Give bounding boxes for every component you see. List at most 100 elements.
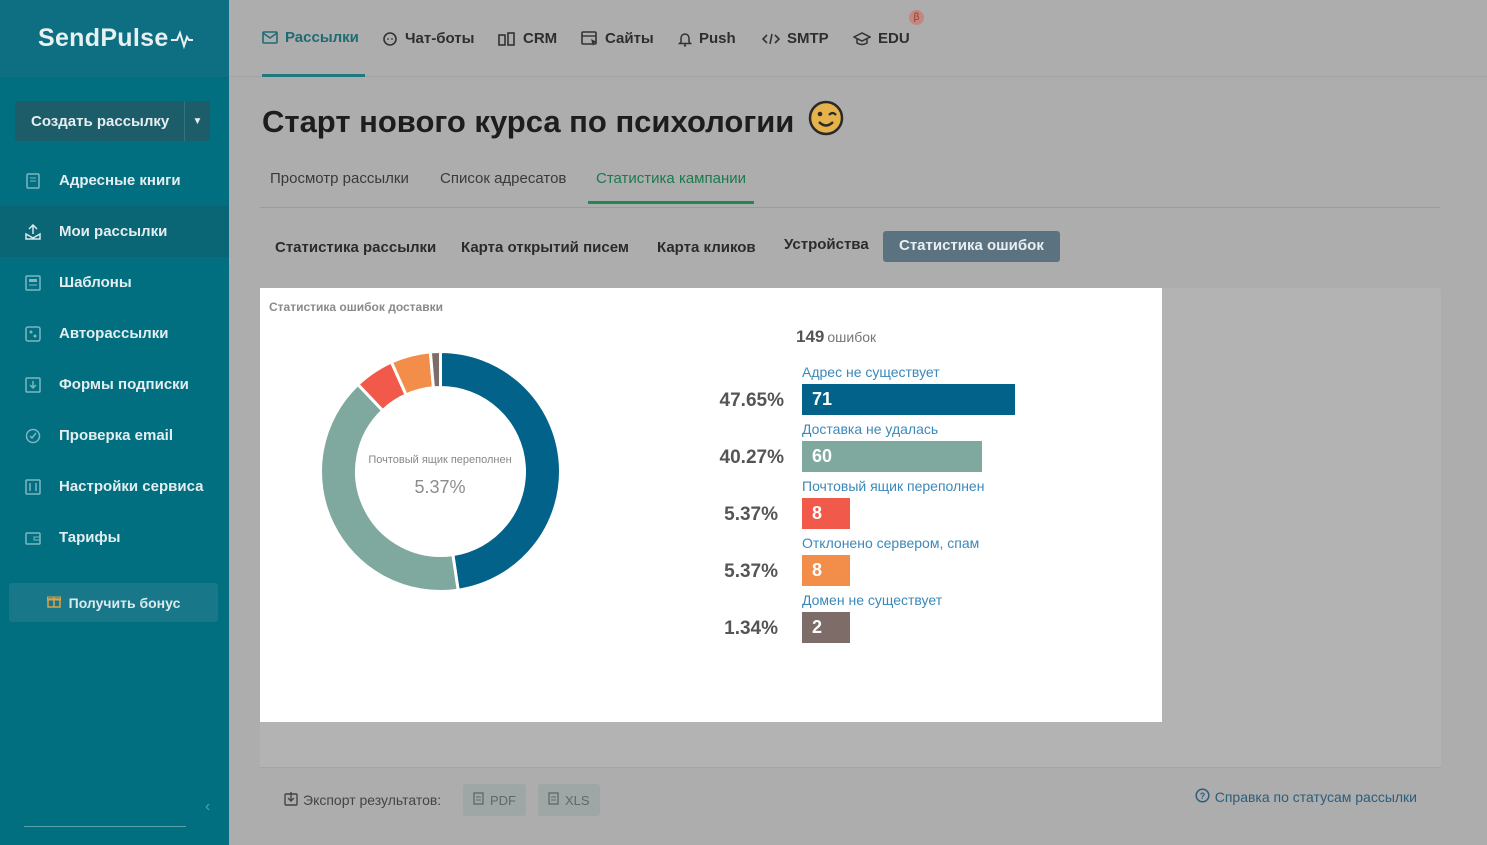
mail-icon (262, 30, 278, 44)
sidebar-item-my-campaigns[interactable]: Мои рассылки (0, 206, 229, 257)
subtab-devices[interactable]: Устройства (784, 236, 869, 253)
error-count-bar[interactable]: 8 (802, 555, 850, 586)
page-title-text: Старт нового курса по психологии (262, 104, 795, 139)
site-icon (581, 31, 598, 46)
donut-chart (319, 349, 562, 593)
subtab-error-stats[interactable]: Статистика ошибок (883, 231, 1060, 262)
get-bonus-button[interactable]: Получить бонус (9, 583, 218, 622)
error-category-label: Отклонено сервером, спам (802, 535, 980, 551)
tab-edu[interactable]: EDU (853, 0, 910, 77)
tab-view-campaign[interactable]: Просмотр рассылки (270, 170, 409, 187)
wallet-icon (24, 529, 42, 547)
sidebar-item-label: Настройки сервиса (59, 478, 204, 495)
divider (24, 826, 186, 827)
error-category-label: Почтовый ящик переполнен (802, 478, 985, 494)
export-xls-label: XLS (565, 792, 590, 808)
subtab-campaign-stats[interactable]: Статистика рассылки (275, 239, 437, 256)
error-count-bar[interactable]: 60 (802, 441, 982, 472)
create-campaign-label: Создать рассылку (31, 112, 170, 130)
tab-label: CRM (523, 30, 558, 47)
donut-center-label: Почтовый ящик переполнен (368, 454, 512, 466)
tab-sites[interactable]: Сайты (581, 0, 654, 77)
export-bar: Экспорт результатов: PDF XLS ? Справка п… (260, 767, 1441, 832)
caret-down-icon[interactable]: ▼ (184, 101, 210, 141)
sidebar-item-label: Проверка email (59, 427, 174, 444)
wink-emoji-icon (808, 100, 844, 144)
crm-icon (498, 31, 516, 46)
bell-icon (678, 31, 692, 47)
error-count-bar[interactable]: 2 (802, 612, 850, 643)
error-percent: 40.27% (719, 447, 784, 468)
download-icon (284, 791, 298, 809)
tab-recipients[interactable]: Список адресатов (440, 170, 567, 187)
status-help-link[interactable]: ? Справка по статусам рассылки (1195, 788, 1417, 806)
donut-slice[interactable] (439, 349, 562, 592)
template-icon (24, 274, 42, 292)
error-category-label: Адрес не существует (802, 364, 940, 380)
total-count: 149 (796, 327, 825, 346)
error-percent: 1.34% (724, 618, 778, 639)
tab-crm[interactable]: CRM (498, 0, 557, 77)
sidebar-item-pricing[interactable]: Тарифы (0, 512, 229, 563)
settings-icon (24, 478, 42, 496)
automation-icon (24, 325, 42, 343)
tab-smtp[interactable]: SMTP (762, 0, 829, 77)
tab-campaigns[interactable]: Рассылки (262, 0, 365, 77)
sidebar-nav: Адресные книги Мои рассылки Шаблоны Авто… (0, 155, 229, 563)
tab-label: EDU (878, 30, 910, 47)
tab-label: Рассылки (285, 28, 359, 46)
subtab-open-map[interactable]: Карта открытий писем (461, 239, 629, 256)
donut-slice[interactable] (428, 349, 442, 390)
sidebar-item-label: Тарифы (59, 529, 121, 546)
tab-push[interactable]: Push (678, 0, 736, 77)
sidebar-item-subscription-forms[interactable]: Формы подписки (0, 359, 229, 410)
sidebar-item-label: Мои рассылки (59, 223, 168, 240)
error-category-label: Доставка не удалась (802, 421, 939, 437)
error-percent: 5.37% (724, 561, 778, 582)
total-errors: 149 ошибок (796, 327, 876, 347)
get-bonus-label: Получить бонус (68, 594, 181, 611)
svg-text:?: ? (1199, 791, 1205, 801)
beta-badge: β (909, 10, 924, 25)
export-pdf-button[interactable]: PDF (463, 784, 526, 816)
sidebar-item-templates[interactable]: Шаблоны (0, 257, 229, 308)
status-help-text: Справка по статусам рассылки (1214, 789, 1417, 805)
export-xls-button[interactable]: XLS (538, 784, 600, 816)
export-label: Экспорт результатов: (284, 791, 441, 809)
panel-title: Статистика ошибок доставки (269, 300, 443, 314)
total-label: ошибок (827, 329, 877, 345)
help-icon: ? (1195, 788, 1210, 806)
code-icon (762, 32, 780, 46)
send-icon (24, 223, 42, 241)
create-campaign-button[interactable]: Создать рассылку ▼ (15, 101, 210, 141)
sidebar-item-automations[interactable]: Авторассылки (0, 308, 229, 359)
error-count-bar[interactable]: 8 (802, 498, 850, 529)
sidebar-item-address-books[interactable]: Адресные книги (0, 155, 229, 206)
sidebar-item-label: Шаблоны (59, 274, 132, 291)
donut-slice[interactable] (319, 382, 460, 593)
tab-label: Чат-боты (405, 30, 475, 47)
tab-campaign-stats[interactable]: Статистика кампании (588, 170, 754, 204)
tab-label: SMTP (787, 30, 829, 47)
subtab-click-map[interactable]: Карта кликов (657, 239, 756, 256)
logo[interactable]: SendPulse (0, 0, 229, 77)
sidebar-item-label: Адресные книги (59, 172, 181, 189)
tab-label: Push (699, 30, 736, 47)
page-title: Старт нового курса по психологии (262, 100, 844, 144)
campaign-tabs: Просмотр рассылки Список адресатов Стати… (260, 160, 1440, 208)
tab-chatbots[interactable]: Чат-боты (382, 0, 474, 77)
error-count-bar[interactable]: 71 (802, 384, 1015, 415)
sidebar-item-label: Формы подписки (59, 376, 189, 393)
donut-center-value: 5.37% (414, 477, 466, 497)
pulse-icon (170, 29, 193, 49)
tab-label: Сайты (605, 30, 654, 47)
logo-text: SendPulse (38, 24, 169, 52)
document-icon (473, 792, 484, 808)
collapse-sidebar-icon[interactable]: ‹ (205, 798, 211, 815)
error-percent: 47.65% (719, 390, 784, 411)
form-icon (24, 376, 42, 394)
sidebar-item-email-verify[interactable]: Проверка email (0, 410, 229, 461)
export-pdf-label: PDF (490, 792, 516, 808)
book-icon (24, 172, 42, 190)
sidebar-item-service-settings[interactable]: Настройки сервиса (0, 461, 229, 512)
